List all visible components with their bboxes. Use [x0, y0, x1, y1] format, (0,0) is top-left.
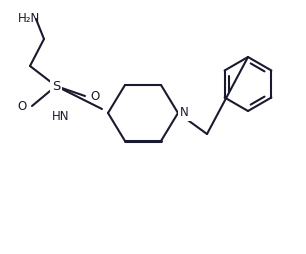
Text: O: O — [18, 100, 27, 113]
Text: H₂N: H₂N — [18, 12, 40, 25]
Text: HN: HN — [51, 110, 69, 123]
Text: S: S — [52, 80, 60, 92]
Text: N: N — [180, 106, 189, 119]
Text: O: O — [90, 89, 99, 103]
